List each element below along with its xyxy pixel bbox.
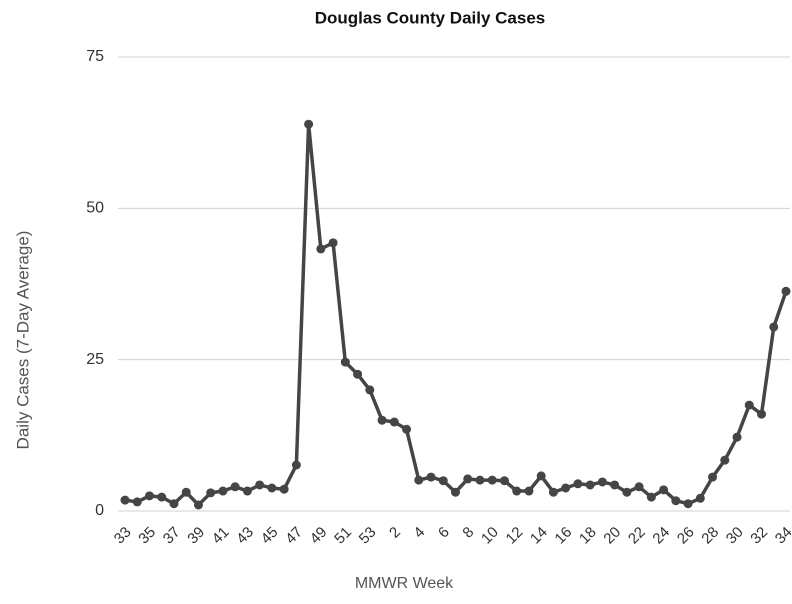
x-tick-label: 43 <box>233 524 257 548</box>
data-point <box>757 409 767 419</box>
data-point <box>120 495 130 505</box>
x-tick-label: 28 <box>698 524 722 548</box>
data-point <box>230 482 240 492</box>
data-point <box>561 483 571 493</box>
data-point <box>781 286 791 296</box>
y-axis-label: Daily Cases (7-Day Average) <box>13 231 32 450</box>
x-tick-label: 34 <box>772 524 792 548</box>
data-point <box>169 499 179 509</box>
x-tick-label: 24 <box>649 524 673 548</box>
data-point <box>769 322 779 332</box>
x-tick-label: 20 <box>600 524 624 548</box>
data-point <box>683 499 693 509</box>
data-point <box>193 500 203 510</box>
data-point <box>487 475 497 485</box>
x-tick-label: 30 <box>723 524 747 548</box>
x-tick-label: 45 <box>258 524 282 548</box>
data-point <box>708 472 718 482</box>
data-point <box>610 480 620 490</box>
data-point <box>304 119 314 129</box>
data-point <box>255 480 265 490</box>
x-tick-label: 8 <box>459 524 477 542</box>
data-point <box>389 417 399 427</box>
data-point <box>157 492 167 502</box>
data-point <box>720 455 730 465</box>
x-tick-label: 32 <box>747 524 771 548</box>
x-tick-label: 12 <box>503 524 527 548</box>
data-point <box>438 476 448 486</box>
data-point <box>512 486 522 496</box>
x-tick-label: 6 <box>435 524 453 542</box>
data-point <box>316 244 326 254</box>
x-tick-label: 39 <box>184 524 208 548</box>
x-tick-label: 26 <box>674 524 698 548</box>
y-tick-label: 50 <box>86 200 104 217</box>
x-tick-label: 14 <box>527 524 551 548</box>
data-point <box>585 480 595 490</box>
data-point <box>365 385 375 395</box>
data-point <box>524 486 534 496</box>
data-point <box>132 497 142 507</box>
data-point <box>267 483 277 493</box>
series-line <box>124 122 788 507</box>
data-point <box>242 486 252 496</box>
x-tick-label: 16 <box>551 524 575 548</box>
x-tick-label: 47 <box>282 524 306 548</box>
y-tick-label: 25 <box>86 351 104 368</box>
x-tick-label: 51 <box>331 524 355 548</box>
data-point <box>463 474 473 484</box>
x-tick-label: 2 <box>386 524 404 542</box>
data-point <box>218 486 228 496</box>
x-tick-label: 49 <box>307 524 331 548</box>
data-point <box>144 491 154 501</box>
data-point <box>597 477 607 487</box>
data-point <box>451 487 460 497</box>
x-tick-label: 4 <box>410 524 428 542</box>
data-point <box>181 487 191 497</box>
x-tick-label: 37 <box>160 524 184 548</box>
data-point <box>291 460 301 470</box>
data-point <box>536 471 546 481</box>
x-tick-label: 53 <box>356 524 380 548</box>
chart-title: Douglas County Daily Cases <box>315 8 546 27</box>
x-axis-label: MMWR Week <box>355 575 454 592</box>
data-point <box>695 493 705 503</box>
x-tick-label: 33 <box>111 524 135 548</box>
x-tick-label: 35 <box>135 524 159 548</box>
x-tick-label: 22 <box>625 524 649 548</box>
x-tick-label: 10 <box>478 524 502 548</box>
data-point <box>414 475 424 485</box>
data-point <box>426 472 436 482</box>
data-point <box>634 482 644 492</box>
data-point <box>744 400 754 410</box>
data-point <box>402 424 412 434</box>
data-point <box>499 476 509 486</box>
data-point <box>659 485 669 495</box>
x-tick-label: 41 <box>209 524 233 548</box>
data-point <box>475 475 485 485</box>
data-point <box>671 496 681 506</box>
y-tick-label: 75 <box>86 48 104 65</box>
x-tick-label: 18 <box>576 524 600 548</box>
data-point <box>340 357 350 367</box>
data-point <box>732 432 742 442</box>
data-point <box>328 238 338 248</box>
data-point <box>548 487 558 497</box>
data-point <box>353 369 363 379</box>
data-point <box>622 487 632 497</box>
data-point <box>279 484 289 494</box>
data-point <box>206 488 216 498</box>
y-tick-label: 0 <box>95 502 104 519</box>
data-point <box>646 492 656 502</box>
data-point <box>573 479 583 489</box>
data-point <box>377 415 387 425</box>
